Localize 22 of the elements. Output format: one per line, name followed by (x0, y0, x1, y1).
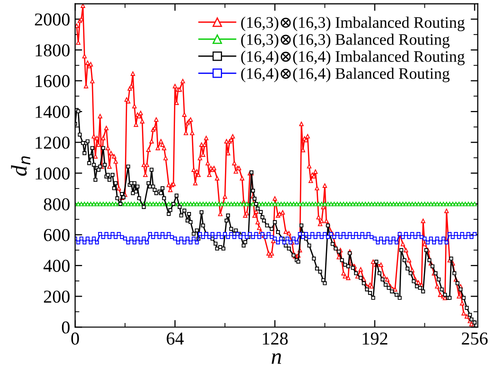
y-tick-label: 1800 (36, 44, 70, 56)
y-axis-title: d$_{n}$ (11, 156, 30, 176)
y-tick-label: 1400 (36, 106, 70, 118)
y-tick-label: 600 (44, 228, 70, 242)
legend-label: (16,4)⊗(16,4) Imbalanced Routing (241, 50, 465, 66)
legend-label: (16,3)⊗(16,3) Balanced Routing (241, 34, 450, 48)
y-tick-label: 0 (62, 321, 70, 334)
y-tick-label: 2000 (34, 13, 70, 26)
legend-label: (16,3)⊗(16,3) Imbalanced Routing (241, 16, 465, 32)
x-axis-title: n (272, 353, 282, 364)
x-tick-label: 256 (462, 332, 488, 345)
x-tick-label: 192 (362, 332, 388, 345)
x-tick-label: 0 (71, 332, 79, 345)
y-tick-label: 800 (44, 198, 70, 210)
y-tick-label: 200 (44, 290, 70, 303)
x-tick-label: 128 (262, 332, 288, 345)
y-tick-label: 1200 (36, 136, 70, 149)
y-tick-label: 1000 (36, 167, 70, 180)
y-tick-label: 1600 (36, 75, 70, 88)
legend-label: (16,4)⊗(16,4) Balanced Routing (241, 68, 450, 82)
x-tick-label: 64 (166, 332, 184, 345)
y-tick-label: 400 (44, 260, 70, 272)
